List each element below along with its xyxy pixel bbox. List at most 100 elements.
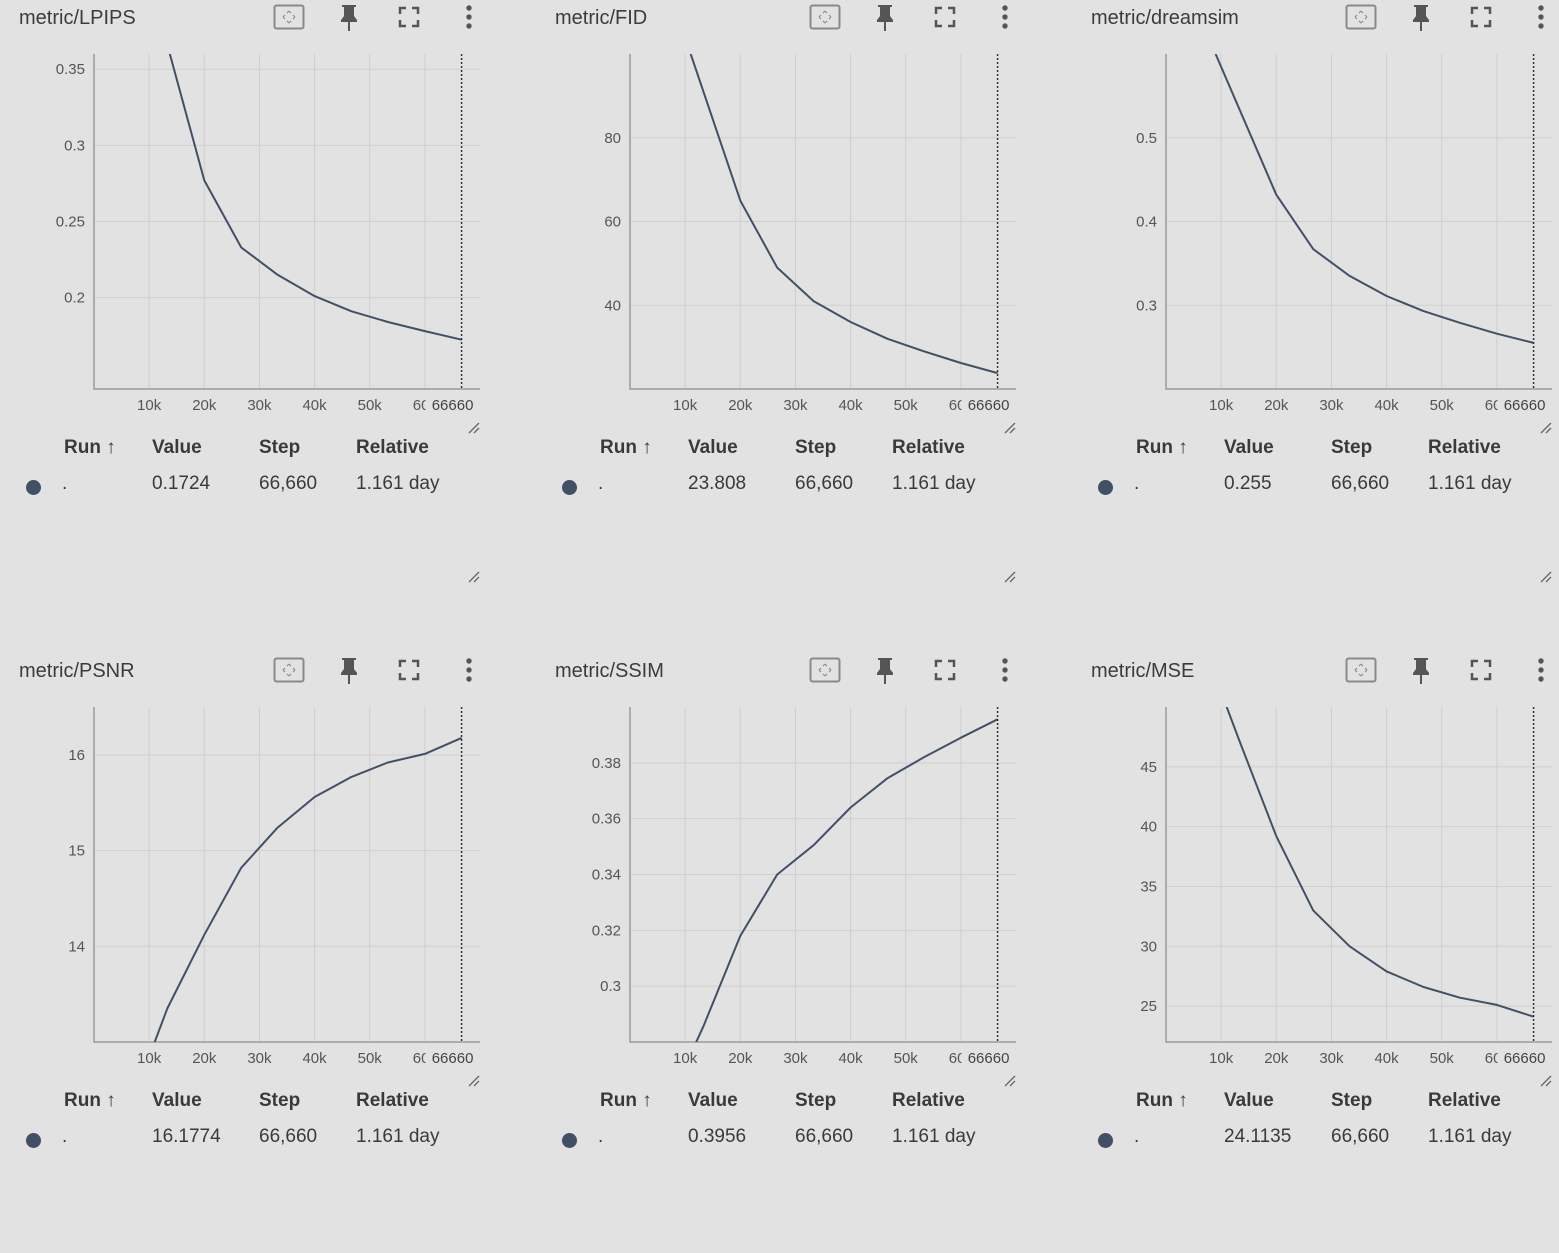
scalars-grid: metric/LPIPS 0.2 0.25 0.3 0.35 10k 20k 30k 40k 50… [0,0,1559,1156]
series-line[interactable] [689,54,998,375]
pin-icon[interactable] [1404,653,1438,687]
value-column-header: Value [1224,1090,1274,1111]
run-color-dot [1098,480,1113,495]
more-vert-icon[interactable] [988,653,1022,687]
relative-cell: 1.161 day [356,1126,440,1147]
x-tick-label: 50k [1430,1050,1455,1067]
x-tick-label: 30k [1319,1050,1344,1067]
step-marker-label-bg [425,1046,480,1068]
card-title: metric/PSNR [19,660,135,682]
run-column-header[interactable]: Run ↑ [64,1090,116,1111]
y-tick-label: 0.35 [56,61,85,78]
card-title: metric/LPIPS [19,7,136,29]
x-tick-label: 10k [673,397,698,414]
resize-handle-icon[interactable] [467,1074,481,1088]
fit-to-domain-icon[interactable] [272,0,306,34]
value-column-header: Value [152,437,202,458]
resize-handle-icon[interactable] [1003,421,1017,435]
x-tick-label: 40k [838,397,863,414]
resize-handle-icon[interactable] [1539,570,1553,584]
step-marker-label-bg [961,393,1016,415]
fullscreen-icon[interactable] [928,0,962,34]
run-column-header[interactable]: Run ↑ [64,437,116,458]
run-name: . [598,1126,604,1147]
series-line[interactable] [1214,54,1534,344]
value-column-header: Value [1224,437,1274,458]
resize-handle-icon[interactable] [1539,1074,1553,1088]
scalar-card: metric/LPIPS 0.2 0.25 0.3 0.35 10k 20k 30k 40k 50… [0,0,500,600]
run-column-header[interactable]: Run ↑ [600,437,652,458]
axes [629,54,1016,390]
resize-handle-icon[interactable] [1539,421,1553,435]
y-tick-label: 0.5 [1136,130,1157,147]
x-tick-label: 50k [358,1050,383,1067]
more-vert-icon[interactable] [452,653,486,687]
y-tick-label: 40 [604,297,621,314]
resize-handle-icon[interactable] [1003,570,1017,584]
step-marker-label: 66660 [1504,397,1546,414]
pin-icon[interactable] [1404,0,1438,34]
step-cell: 66,660 [795,473,854,494]
more-vert-icon[interactable] [1524,653,1558,687]
axes [93,54,480,390]
fullscreen-icon[interactable] [1464,653,1498,687]
card-title: metric/FID [555,7,648,29]
fullscreen-icon[interactable] [928,653,962,687]
more-vert-icon[interactable] [1524,0,1558,34]
x-tick-label: 50k [1430,397,1455,414]
pin-icon[interactable] [332,653,366,687]
relative-column-header: Relative [356,437,429,458]
resize-handle-icon[interactable] [467,570,481,584]
run-column-header[interactable]: Run ↑ [1136,1090,1188,1111]
fullscreen-icon[interactable] [1464,0,1498,34]
y-tick-label: 80 [604,130,621,147]
fit-to-domain-icon[interactable] [1344,0,1378,34]
more-vert-icon[interactable] [988,0,1022,34]
x-tick-label: 30k [247,1050,272,1067]
axes [93,707,480,1043]
series-line[interactable] [695,718,999,1042]
step-marker-label: 66660 [1504,1050,1546,1067]
step-marker-label-bg [1497,393,1552,415]
y-tick-label: 0.3 [1136,297,1157,314]
y-tick-label: 30 [1140,938,1157,955]
fit-to-domain-icon[interactable] [1344,653,1378,687]
series-line[interactable] [166,40,462,341]
x-tick-label: 40k [302,1050,327,1067]
fullscreen-icon[interactable] [392,0,426,34]
card-title: metric/dreamsim [1091,7,1239,29]
y-tick-label: 15 [68,843,85,860]
table-row: . 0.3956 66,660 1.161 day [536,1126,1036,1156]
pin-icon[interactable] [332,0,366,34]
more-vert-icon[interactable] [452,0,486,34]
x-tick-label: 30k [1319,397,1344,414]
run-column-header[interactable]: Run ↑ [1136,437,1188,458]
table-row: . 16.1774 66,660 1.161 day [0,1126,500,1156]
run-name: . [1134,1126,1140,1147]
fit-to-domain-icon[interactable] [272,653,306,687]
run-column-header[interactable]: Run ↑ [600,1090,652,1111]
relative-column-header: Relative [892,437,965,458]
run-color-dot [562,480,577,495]
x-tick-label: 10k [137,1050,162,1067]
fullscreen-icon[interactable] [392,653,426,687]
fit-to-domain-icon[interactable] [808,0,842,34]
fit-to-domain-icon[interactable] [808,653,842,687]
pin-icon[interactable] [868,0,902,34]
run-color-dot [562,1133,577,1148]
series-line[interactable] [1225,707,1534,1018]
resize-handle-icon[interactable] [1003,1074,1017,1088]
y-tick-label: 0.3 [600,978,621,995]
resize-handle-icon[interactable] [467,421,481,435]
series-line[interactable] [153,736,462,1042]
x-tick-label: 20k [1264,397,1289,414]
x-tick-label: 30k [783,397,808,414]
relative-cell: 1.161 day [356,473,440,494]
pin-icon[interactable] [868,653,902,687]
